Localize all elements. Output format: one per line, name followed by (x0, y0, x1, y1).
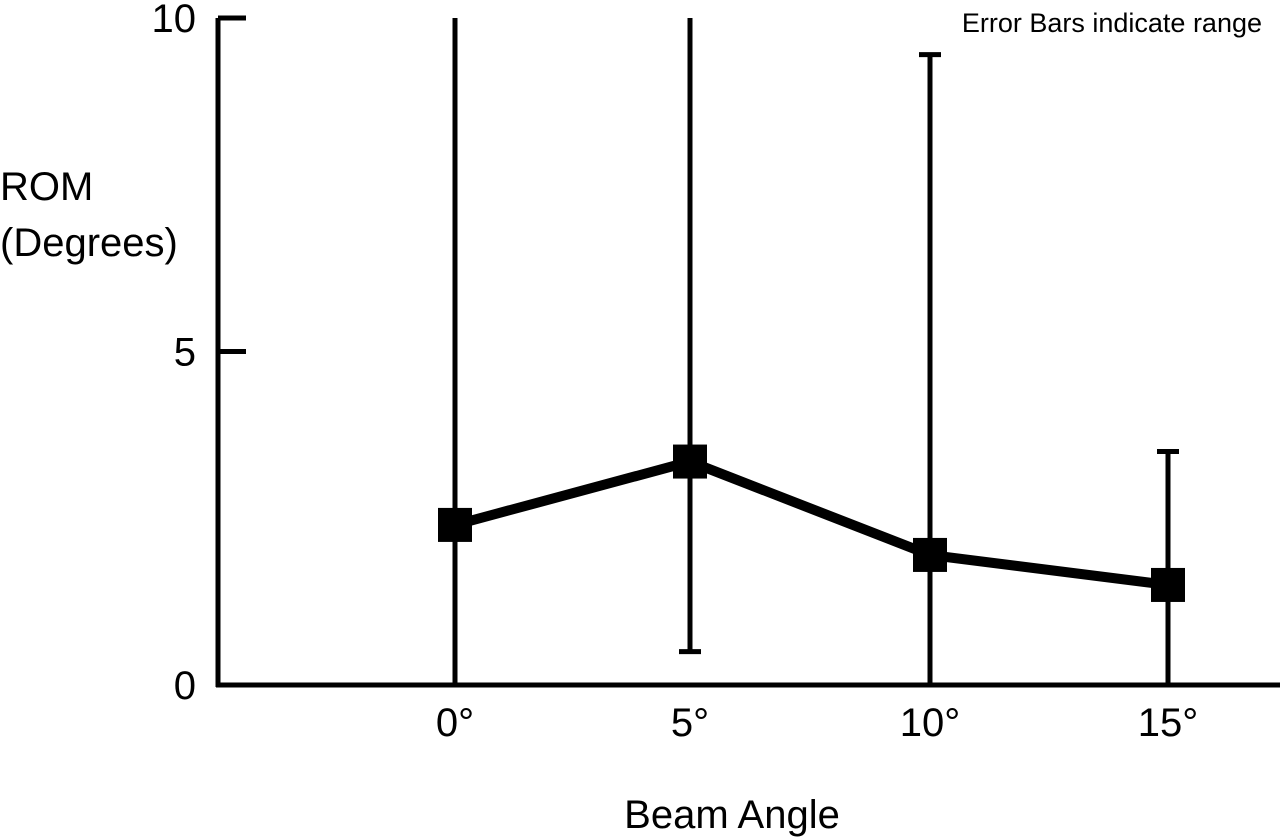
x-ticks: 0° 5° 10° 15° (436, 701, 1198, 745)
y-ticks: 0 5 10 (152, 0, 246, 708)
data-point-marker (438, 507, 472, 542)
y-tick-label: 10 (152, 0, 197, 41)
data-point-marker (913, 537, 947, 572)
error-bars (452, 18, 1179, 685)
series-line-group (453, 456, 1169, 590)
data-point-marker (1151, 567, 1185, 602)
x-axis-title: Beam Angle (624, 793, 840, 837)
y-tick-label: 0 (174, 664, 196, 708)
error-bar-note: Error Bars indicate range (962, 8, 1262, 38)
x-tick-label: 5° (671, 701, 709, 745)
y-tick-label: 5 (174, 331, 196, 375)
x-tick-label: 0° (436, 701, 474, 745)
data-point-marker (673, 444, 707, 479)
x-tick-label: 10° (900, 701, 961, 745)
y-axis-title-line1: ROM (0, 165, 93, 209)
y-axis-title-line2: (Degrees) (0, 221, 178, 265)
x-tick-label: 15° (1138, 701, 1199, 745)
axes (215, 18, 1280, 688)
series-markers (438, 444, 1185, 602)
series-line (453, 456, 1169, 590)
